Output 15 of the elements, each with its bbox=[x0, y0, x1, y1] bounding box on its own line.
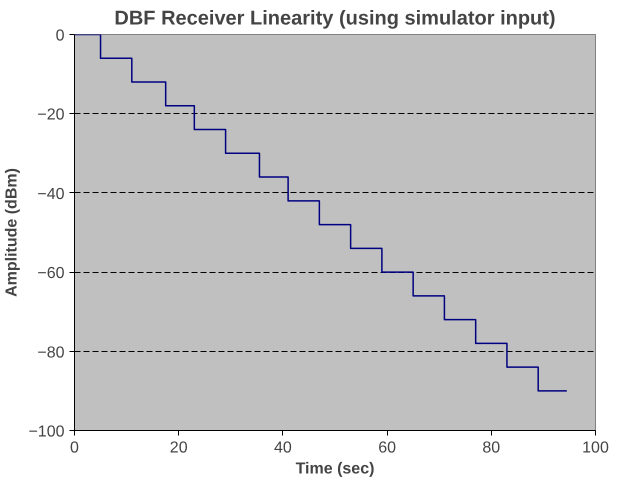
x-tick-label: 20 bbox=[170, 440, 188, 456]
x-tick-label: 40 bbox=[274, 440, 292, 456]
x-tick-label: 0 bbox=[70, 440, 80, 456]
y-tick-label: −40 bbox=[37, 186, 65, 203]
x-tick-label: 80 bbox=[482, 440, 500, 456]
y-tick-label: −20 bbox=[37, 106, 65, 124]
x-axis-title: Time (sec) bbox=[296, 460, 374, 478]
x-tick-label: 100 bbox=[582, 440, 609, 456]
y-tick-label: −100 bbox=[28, 424, 65, 440]
y-tick-label: 0 bbox=[56, 28, 65, 44]
y-axis-title: Amplitude (dBm) bbox=[3, 168, 20, 297]
x-tick-label: 60 bbox=[378, 440, 396, 456]
y-tick-label: −80 bbox=[37, 344, 65, 362]
y-tick-label: −60 bbox=[37, 265, 65, 282]
chart-title: DBF Receiver Linearity (using simulator input) bbox=[114, 8, 556, 30]
